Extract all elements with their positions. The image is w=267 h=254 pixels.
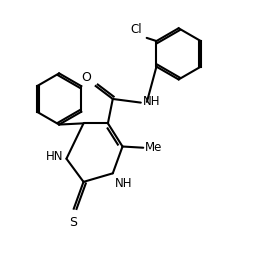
Text: Cl: Cl <box>130 23 142 36</box>
Text: O: O <box>81 71 91 84</box>
Text: S: S <box>69 215 77 229</box>
Text: HN: HN <box>46 150 64 163</box>
Text: NH: NH <box>143 96 160 108</box>
Text: NH: NH <box>115 177 133 190</box>
Text: Me: Me <box>145 141 163 154</box>
